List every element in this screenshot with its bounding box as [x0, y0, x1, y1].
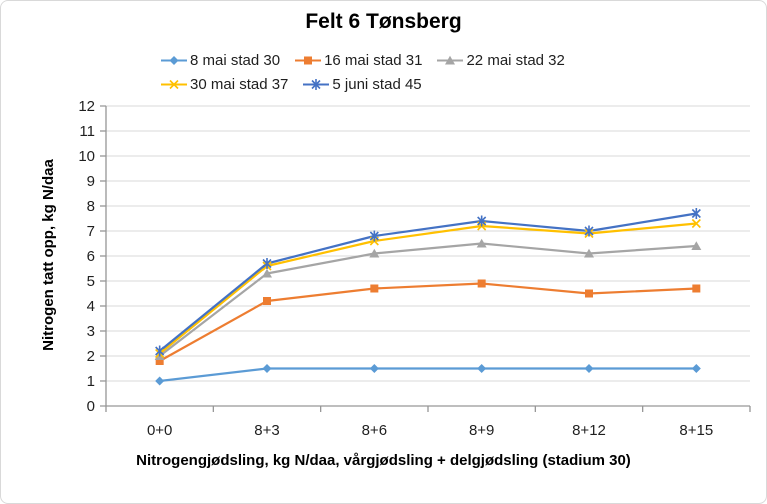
x-tick-label: 8+9 — [469, 422, 494, 439]
x-tick-label: 8+12 — [572, 422, 606, 439]
triangle-marker-icon — [476, 238, 487, 248]
square-marker-icon — [304, 56, 313, 64]
series-line — [158, 242, 697, 357]
x-tick-label: 0+0 — [147, 422, 172, 439]
legend-marker — [295, 56, 322, 64]
triangle-marker-icon — [445, 55, 456, 64]
y-tick-label: 3 — [87, 323, 95, 340]
y-tick-label: 10 — [78, 148, 95, 165]
legend-item: 5 juni stad 45 — [303, 75, 422, 93]
x-axis-title: Nitrogengjødsling, kg N/daa, vårgjødslin… — [136, 452, 631, 469]
legend-row-1: 8 mai stad 30 16 mai stad 31 22 mai stad 3… — [161, 48, 565, 72]
legend-marker — [161, 55, 187, 65]
diamond-marker-icon — [155, 376, 165, 386]
diamond-marker-icon — [369, 364, 379, 373]
diamond-marker-icon — [584, 364, 594, 373]
legend-item: 16 mai stad 31 — [295, 52, 422, 69]
square-marker-icon — [370, 284, 379, 293]
y-tick-label: 7 — [87, 223, 95, 240]
y-tick-label: 6 — [87, 248, 95, 265]
asterisk-marker-icon — [369, 230, 379, 242]
square-marker-icon — [155, 357, 164, 365]
y-tick-label: 0 — [87, 398, 95, 415]
legend-label: 16 mai stad 31 — [324, 51, 423, 69]
x-tick-label: 8+15 — [679, 422, 713, 439]
square-marker-icon — [263, 297, 271, 305]
diamond-marker-icon — [169, 55, 179, 65]
legend-label: 5 juni stad 45 — [332, 75, 422, 93]
series-line — [158, 212, 697, 352]
square-marker-icon — [477, 279, 486, 288]
y-tick-label: 2 — [87, 348, 95, 365]
legend-label: 8 mai stad 30 — [190, 51, 281, 69]
asterisk-marker-icon — [311, 78, 321, 90]
y-tick-label: 5 — [87, 273, 95, 290]
legend-marker — [303, 78, 330, 90]
x-tick-label: 8+3 — [254, 422, 279, 439]
series-line — [158, 222, 697, 355]
triangle-marker-icon — [691, 241, 702, 250]
legend-item: 8 mai stad 30 — [161, 52, 280, 69]
legend-label: 30 mai stad 37 — [190, 75, 289, 93]
y-tick-label: 9 — [87, 173, 95, 190]
diamond-marker-icon — [691, 364, 701, 373]
square-marker-icon — [692, 284, 701, 293]
legend: 8 mai stad 30 16 mai stad 31 22 mai stad 3… — [161, 48, 565, 96]
asterisk-marker-icon — [477, 215, 487, 227]
y-tick-label: 4 — [87, 298, 95, 315]
legend-marker — [437, 55, 464, 64]
y-tick-label: 11 — [79, 123, 95, 140]
y-tick-label: 1 — [87, 373, 95, 390]
asterisk-marker-icon — [155, 345, 165, 357]
x-tick-label: 8+6 — [362, 422, 387, 439]
asterisk-marker-icon — [584, 225, 594, 237]
legend-item: 22 mai stad 32 — [437, 51, 565, 69]
legend-item: 30 mai stad 37 — [161, 76, 288, 93]
diamond-marker-icon — [262, 364, 272, 373]
x-marker-icon — [169, 79, 179, 89]
y-tick-label: 8 — [87, 198, 95, 215]
asterisk-marker-icon — [262, 258, 272, 269]
legend-label: 22 mai stad 32 — [466, 51, 565, 69]
triangle-marker-icon — [369, 248, 380, 258]
y-tick-label: 12 — [78, 98, 95, 115]
diamond-marker-icon — [477, 364, 487, 373]
square-marker-icon — [585, 289, 593, 298]
x-marker-icon — [691, 218, 701, 229]
asterisk-marker-icon — [691, 208, 701, 219]
series-line — [159, 282, 697, 362]
triangle-marker-icon — [262, 268, 272, 278]
legend-marker — [161, 79, 187, 89]
series-line — [159, 367, 697, 383]
chart-title: Felt 6 Tønsberg — [305, 10, 462, 33]
triangle-marker-icon — [584, 248, 594, 258]
legend-row-2: 30 mai stad 37 5 juni stad 45 — [161, 72, 565, 96]
